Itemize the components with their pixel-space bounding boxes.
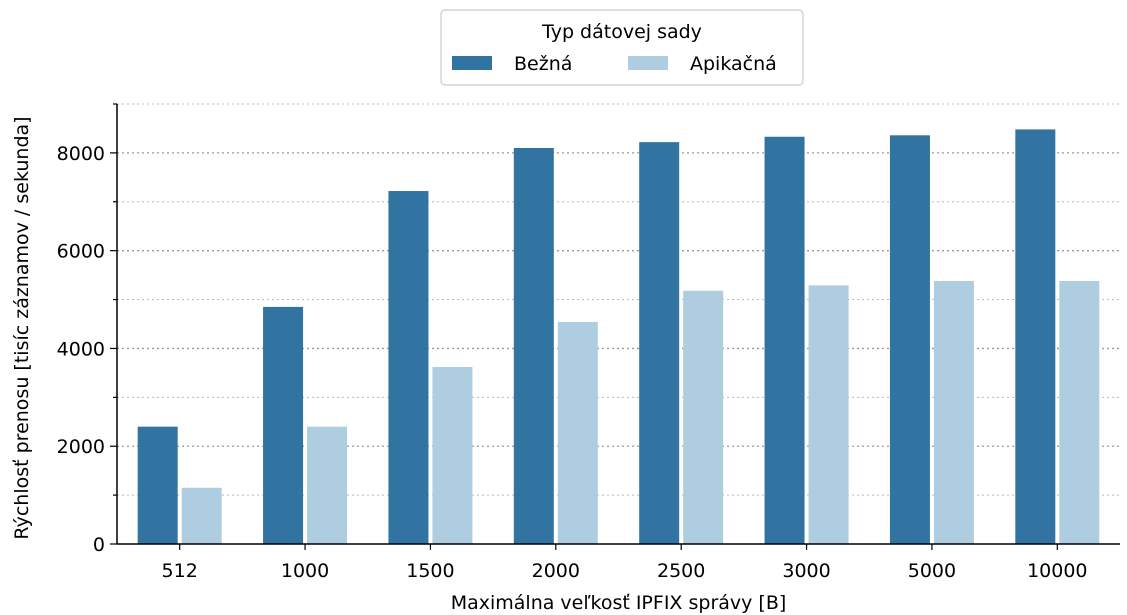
x-tick-label: 1000 [281, 560, 329, 582]
bar-bezna-512 [137, 426, 178, 544]
bar-apikacna-5000 [933, 280, 974, 544]
bar-apikacna-1000 [307, 426, 348, 544]
legend-swatch-apikacna [628, 56, 668, 70]
bar-apikacna-10000 [1059, 280, 1100, 544]
bar-bezna-1500 [388, 191, 429, 544]
legend-label-apikacna: Apikačná [690, 53, 777, 75]
y-tick-label: 4000 [57, 338, 105, 360]
bar-apikacna-2000 [557, 322, 598, 544]
legend-label-bezna: Bežná [514, 53, 572, 75]
bar-bezna-2500 [639, 142, 680, 544]
bar-apikacna-2500 [683, 290, 724, 544]
y-axis-title: Rýchlosť prenosu [tisíc záznamov / sekun… [11, 116, 33, 539]
x-axis-title: Maximálna veľkosť IPFIX správy [B] [451, 592, 787, 614]
legend-swatch-bezna [452, 56, 492, 70]
axes [116, 104, 1120, 545]
x-tick-label: 512 [162, 560, 198, 582]
y-tick-label: 8000 [57, 143, 105, 165]
bar-bezna-3000 [764, 136, 805, 544]
x-ticks: 512 1000 1500 2000 2500 3000 5000 10000 [162, 544, 1088, 582]
legend: Typ dátovej sady Bežná Apikačná [440, 9, 804, 86]
x-tick-label: 2000 [532, 560, 580, 582]
bar-apikacna-512 [181, 487, 222, 544]
bar-apikacna-1500 [432, 367, 473, 544]
x-tick-label: 3000 [782, 560, 830, 582]
legend-title: Typ dátovej sady [541, 21, 702, 43]
bar-bezna-5000 [889, 135, 930, 545]
bar-apikacna-3000 [808, 285, 849, 544]
y-tick-label: 2000 [57, 436, 105, 458]
x-tick-label: 2500 [657, 560, 705, 582]
y-tick-label: 0 [93, 534, 105, 556]
y-ticks: 0 2000 4000 6000 8000 [57, 103, 117, 556]
legend-box [440, 9, 804, 86]
x-tick-label: 5000 [908, 560, 956, 582]
bar-bezna-1000 [263, 306, 304, 544]
bar-bezna-10000 [1015, 129, 1056, 544]
bars [137, 129, 1100, 545]
y-tick-label: 6000 [57, 241, 105, 263]
bar-bezna-2000 [513, 148, 554, 544]
x-tick-label: 10000 [1027, 560, 1087, 582]
x-tick-label: 1500 [406, 560, 454, 582]
